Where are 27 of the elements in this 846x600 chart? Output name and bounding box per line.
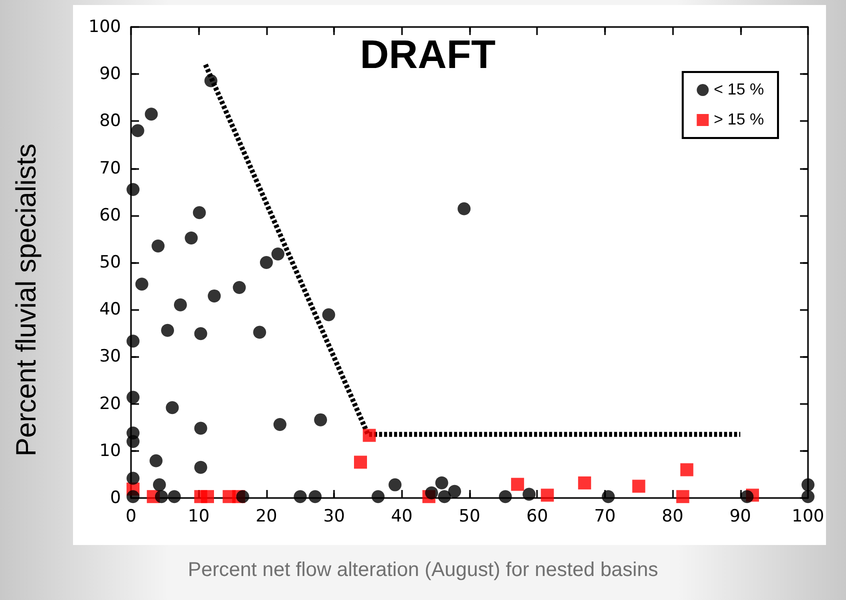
y-axis-title: Percent fluvial specialists	[10, 144, 42, 456]
y-tick-label: 50	[99, 252, 121, 272]
y-tick-label: 30	[99, 346, 121, 367]
y-tick-label: 60	[99, 205, 121, 226]
x-tick-label: 40	[390, 506, 413, 526]
x-tick-label: 80	[662, 506, 684, 526]
y-tick-label: 90	[99, 64, 121, 84]
y-tick-label: 20	[99, 394, 121, 414]
x-tick-label: 10	[188, 506, 210, 526]
x-tick-label: 20	[256, 506, 278, 526]
y-tick-label: 10	[99, 440, 121, 461]
y-tick-label: 0	[110, 488, 121, 508]
x-axis-title: Percent net flow alteration (August) for nested basins	[188, 559, 658, 581]
x-tick-label: 50	[458, 506, 480, 526]
annotation: DRAFT	[360, 33, 496, 77]
legend-label: > 15 %	[714, 112, 764, 128]
legend-label: < 15 %	[714, 82, 764, 98]
x-tick-label: 0	[126, 506, 136, 526]
x-tick-label: 60	[526, 506, 548, 526]
y-tick-label: 80	[99, 111, 121, 132]
y-tick-label: 70	[99, 158, 121, 178]
x-tick-label: 30	[323, 506, 345, 526]
x-tick-label: 70	[594, 506, 616, 526]
y-tick-label: 100	[88, 17, 121, 37]
x-tick-label: 100	[792, 506, 824, 526]
y-tick-label: 40	[99, 300, 121, 320]
x-tick-label: 90	[729, 506, 752, 526]
